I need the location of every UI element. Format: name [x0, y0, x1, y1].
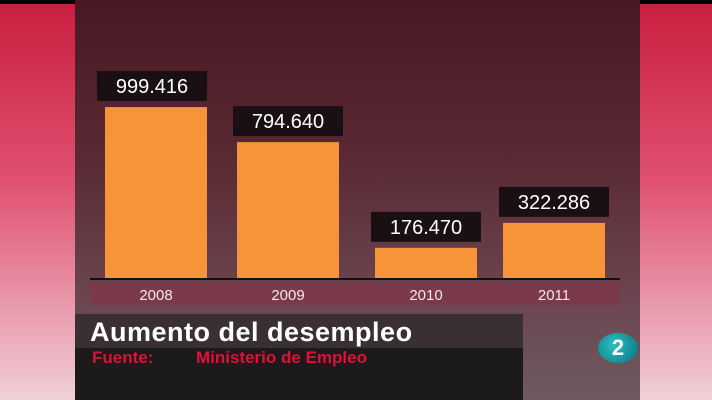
- x-tick-label: 2011: [538, 287, 570, 304]
- value-label: 176.470: [390, 217, 462, 239]
- value-label-box: [233, 106, 343, 137]
- source-label: Fuente:: [92, 348, 154, 367]
- bar-2008: [105, 107, 207, 279]
- year-band: [90, 283, 620, 305]
- source-box: [75, 348, 523, 400]
- bar-2010: [375, 247, 477, 278]
- channel-logo: 2: [598, 333, 638, 363]
- value-label: 322.286: [518, 192, 590, 214]
- bar-2009: [237, 142, 339, 278]
- value-label: 794.640: [252, 111, 324, 133]
- chart-title: Aumento del desempleo: [90, 317, 413, 347]
- source-text: Ministerio de Empleo: [196, 348, 367, 367]
- value-label-box: [97, 71, 207, 102]
- x-tick-label: 2008: [139, 287, 172, 304]
- value-label: 999.416: [116, 76, 188, 98]
- value-label-box: [371, 211, 481, 242]
- x-tick-label: 2010: [409, 287, 442, 304]
- bar-2011: [503, 222, 605, 278]
- value-label-box: [499, 186, 609, 217]
- title-box: [75, 314, 523, 350]
- x-tick-label: 2009: [271, 287, 304, 304]
